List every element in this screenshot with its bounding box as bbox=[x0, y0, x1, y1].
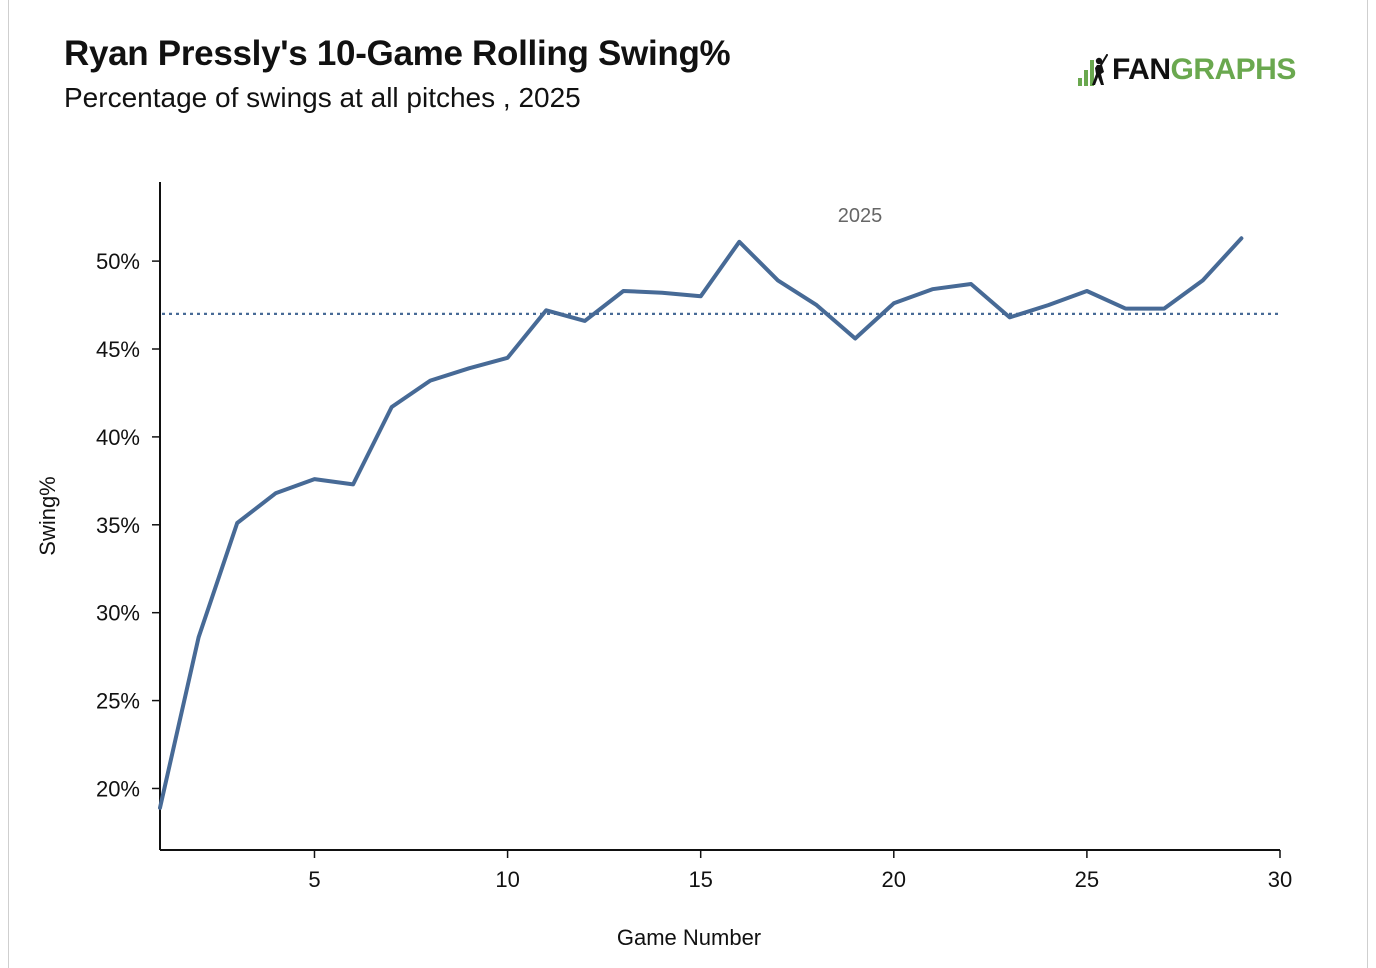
x-tick-label: 10 bbox=[495, 867, 519, 892]
series-group bbox=[158, 236, 1244, 810]
y-tick-label: 25% bbox=[96, 689, 140, 714]
y-tick-label: 20% bbox=[96, 776, 140, 801]
series-line bbox=[158, 236, 1244, 810]
chart-axes bbox=[152, 182, 1281, 858]
fangraphs-batter-icon bbox=[1078, 54, 1108, 86]
x-tick-label: 30 bbox=[1268, 867, 1292, 892]
series-label: 2025 bbox=[838, 205, 883, 227]
x-tick-label: 15 bbox=[688, 867, 712, 892]
x-tick-label: 5 bbox=[308, 867, 320, 892]
y-tick-label: 50% bbox=[96, 249, 140, 274]
x-axis-title: Game Number bbox=[617, 925, 761, 950]
chart-frame bbox=[8, 0, 1368, 968]
fangraphs-logo[interactable]: FAN GRAPHS bbox=[1078, 52, 1296, 88]
chart-subtitle: Percentage of swings at all pitches , 20… bbox=[64, 82, 581, 113]
y-axis-title: Swing% bbox=[35, 476, 60, 555]
logo-text-fan: FAN bbox=[1112, 53, 1171, 86]
chart-title: Ryan Pressly's 10-Game Rolling Swing% bbox=[64, 34, 731, 73]
x-tick-label: 25 bbox=[1075, 867, 1099, 892]
y-tick-label: 35% bbox=[96, 513, 140, 538]
logo-text-graphs: GRAPHS bbox=[1170, 53, 1297, 86]
y-tick-label: 40% bbox=[96, 425, 140, 450]
y-tick-label: 30% bbox=[96, 601, 140, 626]
y-tick-label: 45% bbox=[96, 337, 140, 362]
x-tick-label: 20 bbox=[882, 867, 906, 892]
